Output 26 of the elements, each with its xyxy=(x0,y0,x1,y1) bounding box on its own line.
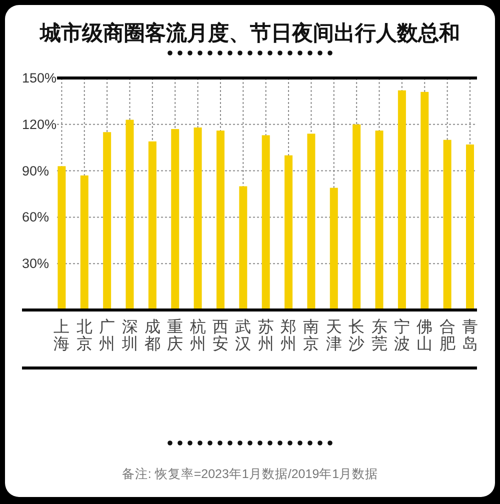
x-tick-label: 苏州 xyxy=(258,319,274,353)
x-tick-label: 青岛 xyxy=(462,319,478,353)
y-tick-label: 90% xyxy=(22,163,50,178)
y-tick-label: 150% xyxy=(22,70,57,86)
x-tick-label: 长沙 xyxy=(348,319,365,353)
x-tick-label: 广州 xyxy=(99,319,116,353)
y-tick-label: 120% xyxy=(22,116,57,132)
y-tick-label: 60% xyxy=(22,210,50,225)
x-tick-label: 郑州 xyxy=(280,319,297,353)
x-tick-label: 合肥 xyxy=(439,319,456,353)
annotation: 备注: 恢复率=2023年1月数据/2019年1月数据 xyxy=(122,467,378,481)
x-tick-label: 上海 xyxy=(54,319,70,353)
x-tick-label: 成都 xyxy=(144,319,160,353)
x-tick-label: 南京 xyxy=(303,319,320,353)
x-tick-label: 天津 xyxy=(326,319,342,353)
x-tick-label: 东莞 xyxy=(371,319,388,353)
x-tick-label: 宁波 xyxy=(394,319,410,353)
y-tick-label: 30% xyxy=(22,256,50,272)
x-tick-label: 西安 xyxy=(212,319,228,353)
x-tick-label: 杭州 xyxy=(190,319,206,353)
x-tick-label: 深圳 xyxy=(122,319,138,353)
x-tick-label: 武汉 xyxy=(235,319,252,353)
x-tick-label: 重庆 xyxy=(167,319,184,353)
x-tick-label: 佛山 xyxy=(416,319,433,353)
title: 城市级商圈客流月度、节日夜间出行人数总和 xyxy=(40,22,460,45)
x-tick-label: 北京 xyxy=(76,319,92,353)
